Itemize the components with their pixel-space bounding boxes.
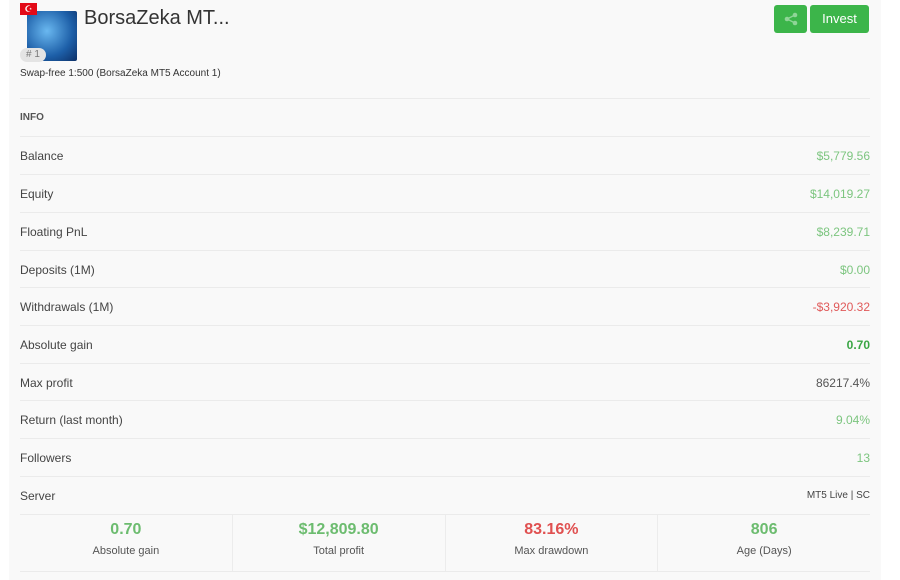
info-heading: INFO [20,112,44,123]
summary-stats: 0.70 Absolute gain $12,809.80 Total profit… [20,514,870,572]
row-value: MT5 Live | SC [806,490,870,501]
row-label: Absolute gain [20,337,93,352]
row-value: $14,019.27 [809,186,870,201]
row-value: $5,779.56 [816,148,870,163]
row-value: $0.00 [839,262,870,277]
turkey-flag-icon: ☪ [20,3,37,15]
row-label: Server [20,488,56,503]
info-row-followers: Followers 13 [20,438,870,476]
stat-label: Total profit [313,545,364,557]
stat-label: Max drawdown [514,545,589,557]
row-label: Followers [20,450,72,465]
info-row-withdrawals: Withdrawals (1M) -$3,920.32 [20,287,870,325]
invest-button[interactable]: Invest [810,5,869,33]
info-row-return: Return (last month) 9.04% [20,400,870,438]
info-row-absolute-gain: Absolute gain 0.70 [20,325,870,363]
stat-max-drawdown: 83.16% Max drawdown [446,515,659,571]
strategy-title[interactable]: BorsaZeka MT... [84,7,230,29]
rank-badge: # 1 [20,48,46,62]
stat-value: $12,809.80 [298,521,379,538]
row-label: Withdrawals (1M) [20,299,114,314]
info-row-max-profit: Max profit 86217.4% [20,363,870,401]
stat-total-profit: $12,809.80 Total profit [233,515,446,571]
info-row-balance: Balance $5,779.56 [20,136,870,174]
share-button[interactable] [774,5,807,33]
stat-value: 0.70 [110,521,142,538]
row-label: Return (last month) [20,412,123,427]
row-value: 0.70 [846,337,870,352]
strategy-panel [9,0,881,580]
row-label: Balance [20,148,64,163]
row-value: 13 [856,450,870,465]
row-label: Equity [20,186,54,201]
strategy-subtitle: Swap-free 1:500 (BorsaZeka MT5 Account 1… [20,68,221,79]
share-icon [784,12,797,26]
stat-age: 806 Age (Days) [658,515,870,571]
row-label: Deposits (1M) [20,262,95,277]
row-value: 86217.4% [815,375,870,390]
row-value: $8,239.71 [816,224,870,239]
stat-label: Absolute gain [92,545,160,557]
row-value: -$3,920.32 [812,299,870,314]
stat-label: Age (Days) [736,545,792,557]
stat-value: 83.16% [524,521,579,538]
divider [20,98,870,99]
info-row-floating-pnl: Floating PnL $8,239.71 [20,212,870,250]
row-label: Floating PnL [20,224,88,239]
info-row-deposits: Deposits (1M) $0.00 [20,250,870,288]
stat-value: 806 [750,521,778,538]
stat-absolute-gain: 0.70 Absolute gain [20,515,233,571]
row-value: 9.04% [835,412,870,427]
row-label: Max profit [20,375,73,390]
info-row-equity: Equity $14,019.27 [20,174,870,212]
info-row-server: Server MT5 Live | SC [20,476,870,514]
